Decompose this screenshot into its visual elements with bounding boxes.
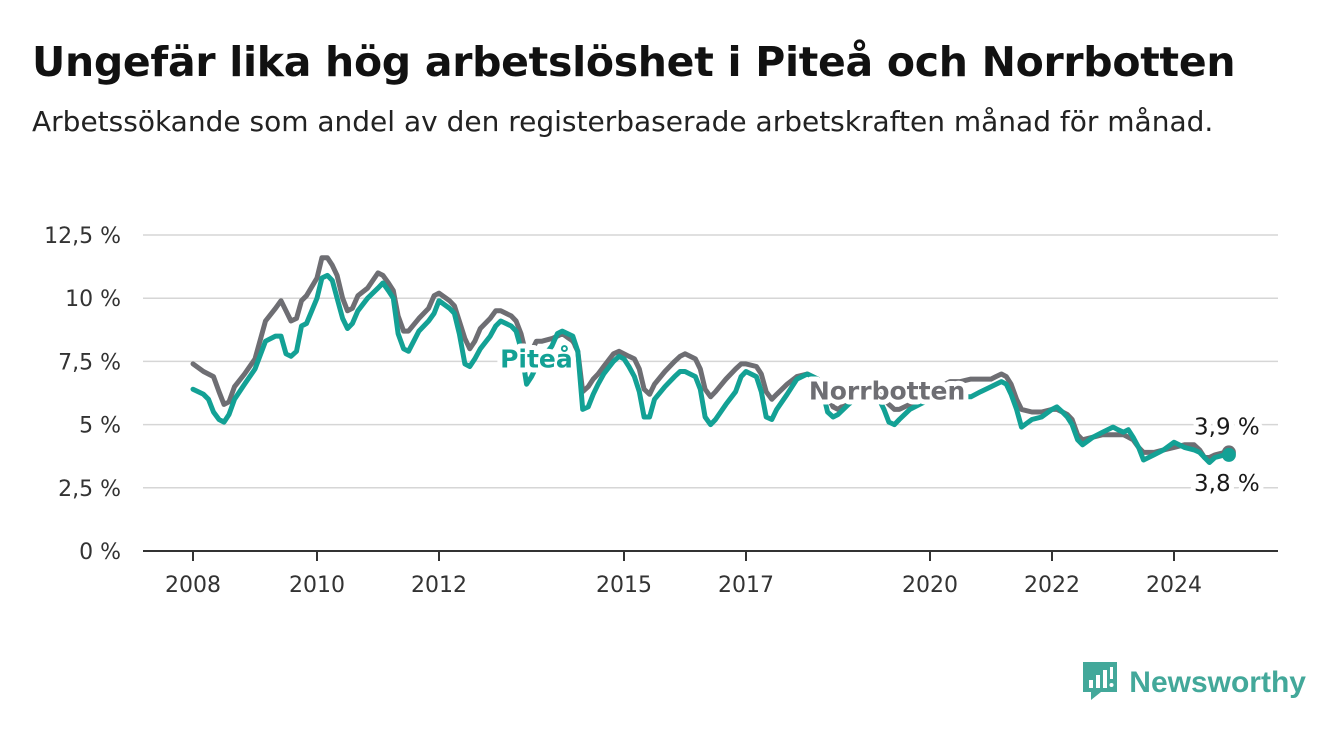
norrbotten-end-label: 3,9 % bbox=[1194, 414, 1260, 440]
pitea-end-label: 3,8 % bbox=[1194, 471, 1260, 497]
newsworthy-logo: Newsworthy bbox=[1081, 660, 1306, 706]
norrbotten-series-label-halo: Norrbotten bbox=[809, 376, 965, 405]
pitea-end-point bbox=[1221, 447, 1236, 462]
y-tick-label: 5 % bbox=[79, 414, 121, 439]
pitea-series-label-halo: Piteå bbox=[500, 345, 573, 374]
y-tick-label: 0 % bbox=[79, 540, 121, 565]
x-tick-label: 2017 bbox=[718, 573, 774, 598]
series-lines bbox=[190, 255, 1236, 465]
x-tick-label: 2015 bbox=[596, 573, 652, 598]
x-tick-label: 2008 bbox=[165, 573, 221, 598]
x-axis-ticks: 2008 2010 2012 2015 2017 2020 2022 2024 bbox=[165, 551, 1202, 598]
bar-chart-bubble-icon bbox=[1081, 660, 1119, 706]
chart-title: Ungefär lika hög arbetslöshet i Piteå oc… bbox=[32, 38, 1236, 86]
x-tick-label: 2024 bbox=[1146, 573, 1202, 598]
x-tick-label: 2020 bbox=[902, 573, 958, 598]
y-axis-ticks: 0 % 2,5 % 5 % 7,5 % 10 % 12,5 % bbox=[44, 224, 121, 565]
chart-subtitle: Arbetssökande som andel av den registerb… bbox=[32, 105, 1214, 138]
x-tick-label: 2022 bbox=[1024, 573, 1080, 598]
y-tick-label: 2,5 % bbox=[58, 477, 121, 502]
x-tick-label: 2010 bbox=[289, 573, 345, 598]
norrbotten-series-label: Norrbotten bbox=[809, 376, 965, 405]
y-tick-label: 10 % bbox=[65, 287, 121, 312]
x-tick-label: 2012 bbox=[411, 573, 467, 598]
pitea-line bbox=[190, 272, 1232, 465]
y-tick-label: 7,5 % bbox=[58, 350, 121, 375]
pitea-end-label-halo: 3,8 % bbox=[1194, 471, 1260, 497]
logo-text: Newsworthy bbox=[1129, 666, 1306, 699]
pitea-series-label: Piteå bbox=[500, 345, 573, 374]
y-tick-label: 12,5 % bbox=[44, 224, 121, 249]
gridlines bbox=[143, 234, 1278, 552]
norrbotten-end-label-halo: 3,9 % bbox=[1194, 414, 1260, 440]
